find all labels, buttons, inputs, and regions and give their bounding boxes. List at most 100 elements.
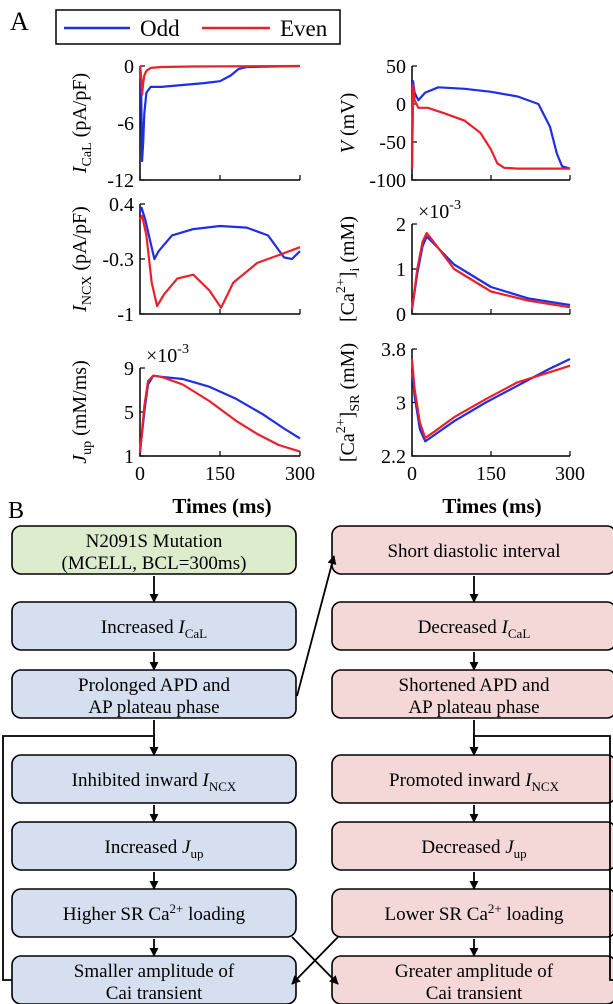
flow-box-line-1: Shortened APD and [399,675,550,696]
y-tick-label: 1 [396,259,406,281]
y-tick-label: -1 [117,304,134,326]
flow-box-text: Decreased Jup [421,837,526,861]
chart-v: -100 -50 0 50 V (mV) [337,56,571,192]
y-tick-label: 2 [396,214,406,236]
y-tick-label: 9 [124,358,134,380]
flow-feedback-left [2,735,159,981]
chart-jup: 1 5 9 0 150 300 ×10-3 Jup (mM/ms) [69,342,315,485]
series-odd-line [410,235,571,310]
y-tick-label: -12 [107,170,134,192]
flow-box-text: Promoted inward INCX [389,770,560,794]
flow-box [331,525,613,575]
chart-axes [411,66,570,181]
y-tick-label: 0 [124,56,134,78]
flow-right-box-2: Decreased ICaL [331,601,613,651]
flow-left-box-2: Increased ICaL [11,601,297,651]
flow-box-line-2: Cai transient [106,983,203,1004]
chart-incx: -1 -0.3 0.4 INCX (pA/pF) [69,194,301,326]
chart-axes [139,66,300,181]
chart-axes [411,349,570,457]
y-tick-label: 3 [396,393,406,415]
legend-even-label: Even [280,16,328,41]
y-tick-label: 2.2 [381,446,406,468]
flow-right-box-1: Short diastolic interval [331,525,613,575]
flow-box-text: Decreased ICaL [418,617,531,641]
flow-box-text: Increased ICaL [101,617,207,641]
x-axis-label-right: Times (ms) [442,494,541,518]
x-tick-label: 150 [205,463,235,485]
x-tick-label: 150 [476,463,506,485]
flow-box-line-1: Prolonged APD and [78,675,231,696]
series-even-line [138,64,301,96]
x-tick-label: 300 [285,463,315,485]
flow-arrow-lower-to-smaller [291,936,339,985]
y-tick-label: -50 [379,132,406,154]
series-even-line [138,374,301,453]
flow-box-line-1: Greater amplitude of [395,961,554,982]
x-tick-label: 0 [135,463,145,485]
y-tick-label: 0 [396,94,406,116]
y-axis-label: [Ca2+]i (mM) [334,216,363,322]
y-tick-label: 5 [124,402,134,424]
y-axis-label: ICaL (pA/pF) [69,73,95,174]
series-even-line [410,231,571,310]
series-even-line [139,214,301,309]
legend-odd-label: Odd [140,16,180,41]
series-odd-line [410,80,571,170]
y-tick-label: -6 [117,113,134,135]
series-odd-line [138,64,301,163]
flow-box-line-1: N2091S Mutation [86,531,223,552]
flow-box-text: Short diastolic interval [387,541,560,562]
flow-box-text: Increased Jup [105,837,204,861]
y-axis-label: INCX (pA/pF) [69,206,95,313]
y-tick-label: 1 [124,446,134,468]
y-axis-label: V (mV) [337,93,359,154]
flow-box-text: Lower SR Ca2+ loading [384,901,564,925]
y-multiplier: ×10-3 [146,342,189,367]
y-axis-label: [Ca2+]SR (mM) [334,343,363,462]
flow-left-box-5: Increased Jup [11,821,297,871]
series-even-line [410,83,570,170]
y-tick-label: 0 [396,304,406,326]
flow-right-box-5: Decreased Jup [331,821,613,871]
panel-a-label: A [10,7,29,36]
series-odd-line [410,358,571,443]
flow-box-line-2: Cai transient [426,983,523,1004]
flow-left-box-4: Inhibited inward INCX [11,754,297,804]
y-tick-label: 0.4 [109,194,134,216]
chart-axes [139,204,300,315]
flow-left-box-6: Higher SR Ca2+ loading [11,888,297,938]
y-tick-label: 50 [386,56,406,78]
chart-ical: -12 -6 0 ICaL (pA/pF) [69,56,301,192]
series-even-line [410,358,571,439]
x-axis-label-left: Times (ms) [172,494,271,518]
flow-box-line-2: AP plateau phase [408,697,539,718]
legend: Odd Even [55,9,341,45]
flow-box-line-2: AP plateau phase [88,697,219,718]
flowchart: N2091S Mutation(MCELL, BCL=300ms) Increas… [2,525,613,1004]
flow-box-line-1: Smaller amplitude of [74,961,235,982]
chart-casr: 2.2 3 3.8 0 150 300 [Ca2+]SR (mM) [334,339,585,485]
flow-left-box-1: N2091S Mutation(MCELL, BCL=300ms) [11,525,297,575]
flow-box [11,525,297,575]
y-tick-label: 3.8 [381,339,406,361]
y-tick-label: -0.3 [102,249,134,271]
series-odd-line [138,206,301,261]
flow-right-box-4: Promoted inward INCX [331,754,613,804]
flow-box-text: Higher SR Ca2+ loading [63,901,246,925]
flow-box-text: Inhibited inward INCX [72,770,237,794]
flow-box-line-2: (MCELL, BCL=300ms) [62,553,247,574]
y-multiplier: ×10-3 [418,198,461,223]
chart-cai: 0 1 2 ×10-3 [Ca2+]i (mM) [334,198,571,326]
flow-feedback-right [469,735,613,981]
panel-b-label: B [8,498,24,524]
y-axis-label: Jup (mM/ms) [69,360,95,463]
y-tick-label: -100 [369,170,406,192]
series-odd-line [138,374,301,453]
